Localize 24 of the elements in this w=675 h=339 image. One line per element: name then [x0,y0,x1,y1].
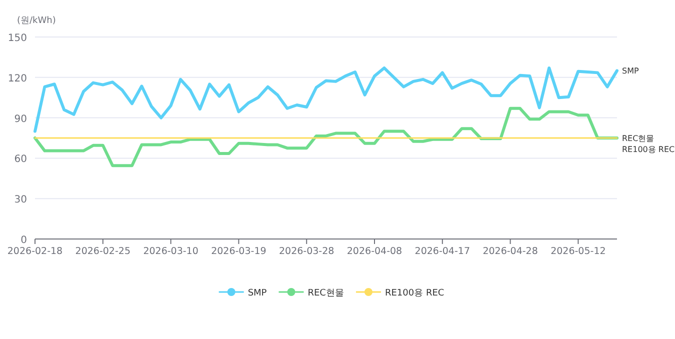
x-tick-label: 2026-02-25 [75,246,131,257]
x-tick-label: 2026-05-12 [550,246,606,257]
y-tick-label: 90 [14,114,27,125]
y-axis-title: (원/kWh) [17,16,56,26]
x-tick-label: 2026-02-18 [7,246,63,257]
legend-label: RE100용 REC [384,288,444,298]
text: REC현물 [622,134,654,143]
line-series [34,106,618,168]
x-tick-label: 2026-03-10 [143,246,198,257]
text: SMP [622,66,639,76]
text: RE100용 REC [622,145,675,154]
y-tick-label: 150 [8,33,27,44]
legend-label: SMP [248,288,268,298]
y-tick-label: 60 [14,154,27,166]
y-tick-label: 0 [20,235,27,246]
x-tick-label: 2026-04-17 [414,246,470,257]
line-series [34,66,618,133]
legend-label: REC현물 [308,288,344,298]
x-tick-label: 2026-03-28 [278,246,334,257]
x-tick-label: 2026-04-08 [346,246,402,257]
y-tick-label: 120 [8,73,27,84]
x-tick-label: 2026-04-28 [482,246,538,257]
y-tick-label: 30 [14,194,27,206]
x-tick-label: 2026-03-19 [211,246,266,257]
